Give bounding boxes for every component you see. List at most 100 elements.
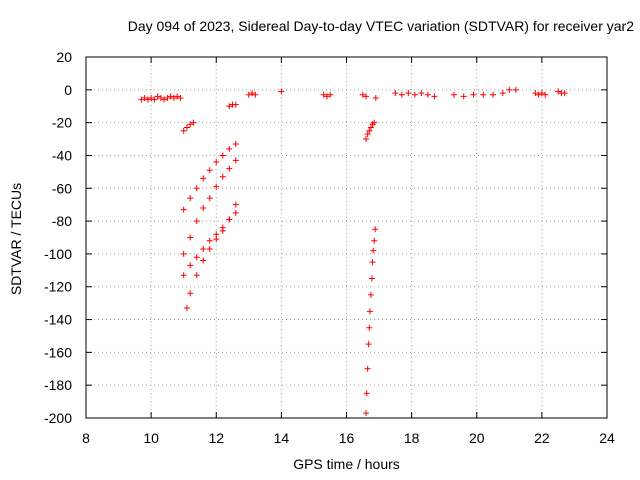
data-point xyxy=(219,227,226,234)
data-point xyxy=(363,390,370,397)
data-point xyxy=(278,88,285,95)
data-point xyxy=(245,91,252,98)
data-point xyxy=(369,259,376,266)
y-tick-label: 0 xyxy=(64,82,72,98)
data-point xyxy=(532,90,539,97)
y-tick-label: -160 xyxy=(44,344,72,360)
data-point xyxy=(323,93,330,100)
data-point xyxy=(366,127,373,134)
y-tick-label: -40 xyxy=(52,147,72,163)
data-point xyxy=(363,410,370,417)
data-point xyxy=(154,93,161,100)
data-point xyxy=(512,86,519,93)
data-point xyxy=(367,124,374,131)
data-point xyxy=(506,86,513,93)
data-point xyxy=(372,226,379,233)
data-point xyxy=(359,91,366,98)
data-point xyxy=(183,305,190,312)
data-point xyxy=(366,324,373,331)
x-tick-label: 14 xyxy=(274,430,290,446)
data-point xyxy=(193,185,200,192)
data-point xyxy=(232,140,239,147)
data-point xyxy=(187,290,194,297)
data-point xyxy=(499,90,506,97)
data-point xyxy=(320,91,327,98)
data-point xyxy=(180,127,187,134)
data-point xyxy=(371,237,378,244)
data-point xyxy=(327,91,334,98)
x-tick-label: 8 xyxy=(82,430,90,446)
data-point xyxy=(164,95,171,102)
data-point xyxy=(206,237,213,244)
data-point xyxy=(151,96,158,103)
data-point xyxy=(226,165,233,172)
data-point xyxy=(177,95,184,102)
data-point xyxy=(213,183,220,190)
data-point xyxy=(226,145,233,152)
data-point xyxy=(200,175,207,182)
data-point xyxy=(535,91,542,98)
data-point xyxy=(219,173,226,180)
data-point xyxy=(555,88,562,95)
y-tick-label: -100 xyxy=(44,246,72,262)
y-tick-label: -200 xyxy=(44,410,72,426)
x-tick-label: 24 xyxy=(599,430,615,446)
data-point xyxy=(206,195,213,202)
data-point xyxy=(398,91,405,98)
x-tick-label: 16 xyxy=(339,430,355,446)
data-point xyxy=(411,91,418,98)
data-point xyxy=(226,103,233,110)
y-tick-label: -20 xyxy=(52,115,72,131)
data-point xyxy=(450,91,457,98)
data-point xyxy=(174,93,181,100)
data-point xyxy=(366,308,373,315)
data-point xyxy=(370,247,377,254)
data-point xyxy=(490,91,497,98)
data-point xyxy=(161,96,168,103)
data-point xyxy=(144,96,151,103)
data-point xyxy=(232,157,239,164)
data-point xyxy=(183,124,190,131)
data-point xyxy=(180,250,187,257)
data-point xyxy=(187,195,194,202)
data-point xyxy=(190,119,197,126)
data-point xyxy=(200,245,207,252)
x-axis-label: GPS time / hours xyxy=(293,456,400,472)
data-point xyxy=(187,121,194,128)
data-point xyxy=(371,119,378,126)
data-point xyxy=(213,159,220,166)
data-point xyxy=(167,93,174,100)
data-point xyxy=(180,206,187,213)
data-point xyxy=(372,95,379,102)
data-point xyxy=(470,91,477,98)
chart-title: Day 094 of 2023, Sidereal Day-to-day VTE… xyxy=(127,18,634,34)
data-point xyxy=(187,262,194,269)
data-point xyxy=(187,234,194,241)
data-point xyxy=(148,95,155,102)
data-point xyxy=(180,272,187,279)
data-point xyxy=(170,95,177,102)
data-point xyxy=(232,101,239,108)
x-tick-label: 10 xyxy=(143,430,159,446)
x-tick-label: 22 xyxy=(534,430,550,446)
data-point xyxy=(364,131,371,138)
y-axis-label: SDTVAR / TECUs xyxy=(8,182,24,296)
y-tick-label: -140 xyxy=(44,312,72,328)
x-tick-label: 12 xyxy=(208,430,224,446)
y-tick-label: -180 xyxy=(44,377,72,393)
data-point xyxy=(252,91,259,98)
data-point xyxy=(232,201,239,208)
data-point xyxy=(363,93,370,100)
data-point xyxy=(561,90,568,97)
data-point xyxy=(480,91,487,98)
y-tick-label: 20 xyxy=(56,49,72,65)
data-point xyxy=(542,91,549,98)
data-point xyxy=(364,365,371,372)
data-point xyxy=(431,93,438,100)
data-point xyxy=(368,275,375,282)
data-point xyxy=(418,90,425,97)
x-tick-label: 20 xyxy=(469,430,485,446)
data-point xyxy=(213,236,220,243)
data-point xyxy=(367,291,374,298)
